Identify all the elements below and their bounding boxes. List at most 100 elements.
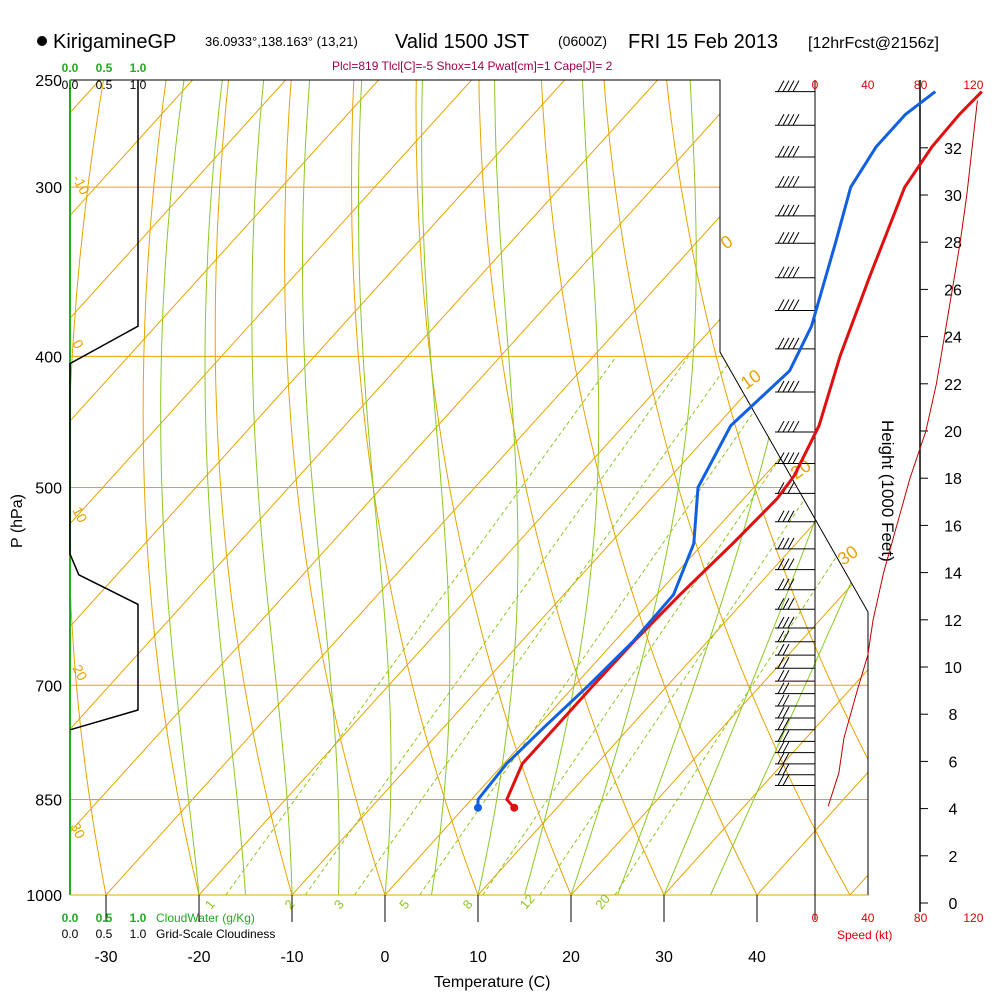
pressure-tick-label: 1000	[26, 888, 62, 905]
speed-axis-label: Speed (kt)	[837, 928, 892, 942]
wind-barb-feather	[778, 579, 784, 590]
height-tick-label: 22	[944, 377, 962, 394]
speed-tick-label: 80	[914, 78, 928, 92]
mixing-ratio-line	[305, 356, 688, 895]
mixing-ratio-line	[226, 356, 617, 895]
wind-barb-feather	[778, 338, 784, 349]
height-tick-label: 16	[944, 518, 962, 535]
wind-barb-feather	[778, 81, 784, 92]
pressure-tick-label: 500	[35, 481, 62, 498]
dry-adiabat-line	[416, 56, 571, 895]
temperature-tick-label: 40	[748, 949, 766, 966]
wind-barb-feather	[783, 695, 789, 706]
thermo-grid	[0, 56, 1000, 895]
wind-barb-feather	[788, 176, 794, 187]
temperature-tick-label: -20	[187, 949, 210, 966]
height-tick-label: 0	[949, 896, 958, 913]
cloudiness-tick-label: 0.5	[96, 927, 113, 941]
wind-barb-feather	[778, 146, 784, 157]
wind-barb-feather	[793, 232, 799, 243]
mixing-ratio-line	[354, 356, 733, 895]
cloudiness-tick-label: 1.0	[130, 927, 147, 941]
wind-barb-feather	[783, 511, 789, 522]
wind-barb-feather	[783, 598, 789, 609]
wind-barb-feather	[783, 742, 789, 753]
dry-adiabat-label: 30	[834, 541, 862, 569]
wind-barb-feather	[788, 598, 794, 609]
mixing-ratio-label: 2	[281, 897, 297, 912]
mixing-ratio-label: 20	[592, 891, 613, 912]
wind-barb-feather	[783, 299, 789, 310]
dry-adiabat-label: 20	[69, 662, 91, 683]
mixing-ratio-label: 3	[331, 897, 347, 912]
wind-barb-feather	[793, 146, 799, 157]
wind-barb-feather	[778, 631, 784, 642]
height-tick-label: 32	[944, 141, 962, 158]
wind-barb-feather	[783, 267, 789, 278]
wind-barb-feather	[778, 421, 784, 432]
wind-barb-feather	[788, 114, 794, 125]
wind-barb-feather	[793, 381, 799, 392]
dry-adiabat-label: 0	[69, 337, 87, 352]
valid-zulu: (0600Z)	[558, 33, 607, 49]
cloudiness-tick-label: 0.5	[96, 78, 113, 92]
wind-barb-feather	[778, 774, 784, 785]
wind-barb-feather	[793, 176, 799, 187]
sounding-params: Plcl=819 Tlcl[C]=-5 Shox=14 Pwat[cm]=1 C…	[332, 59, 613, 73]
wind-barb-feather	[783, 683, 789, 694]
wind-barb-feather	[793, 81, 799, 92]
dry-adiabat-line	[215, 56, 292, 895]
wind-barb-feather	[778, 657, 784, 668]
wind-barb-feather	[788, 146, 794, 157]
wind-barb-feather	[783, 421, 789, 432]
wind-barb-feather	[783, 381, 789, 392]
mixing-ratio-line	[483, 356, 849, 895]
wind-barb-feather	[793, 338, 799, 349]
height-tick-label: 6	[949, 754, 958, 771]
dry-adiabat-line	[973, 56, 1000, 895]
wind-barb-feather	[778, 719, 784, 730]
height-tick-label: 30	[944, 188, 962, 205]
cloudiness-tick-label: 0.0	[62, 78, 79, 92]
wind-barb-feather	[783, 617, 789, 628]
wind-barb-feather	[783, 670, 789, 681]
mixing-ratio-label: 12	[517, 891, 538, 912]
pressure-tick-label: 250	[35, 73, 62, 90]
wind-barb-feather	[778, 617, 784, 628]
wind-barb-feather	[778, 176, 784, 187]
mixing-ratio-line	[615, 356, 968, 895]
wind-barb-feather	[783, 176, 789, 187]
pressure-tick-label: 400	[35, 349, 62, 366]
wind-speed-line	[828, 101, 977, 807]
wind-barb-feather	[783, 657, 789, 668]
pressure-tick-label: 850	[35, 792, 62, 809]
height-tick-label: 4	[949, 802, 958, 819]
mixing-ratio-line	[540, 356, 901, 895]
height-tick-label: 2	[949, 849, 958, 866]
height-tick-label: 12	[944, 613, 962, 630]
cloudwater-tick-label: 1.0	[130, 911, 147, 925]
cloudwater-tick-label: 0.5	[96, 61, 113, 75]
wind-barb-feather	[778, 683, 784, 694]
speed-tick-label: 120	[963, 911, 983, 925]
wind-barb-feather	[783, 579, 789, 590]
dry-adiabat-line	[352, 56, 479, 895]
x-axis-label: Temperature (C)	[434, 974, 550, 991]
wind-barb-feather	[783, 146, 789, 157]
wind-barb-feather	[788, 421, 794, 432]
dry-adiabat-line	[602, 56, 850, 895]
height-tick-label: 10	[944, 660, 962, 677]
station-name: KirigamineGP	[53, 31, 176, 53]
forecast-info: [12hrFcst@2156z]	[808, 35, 939, 52]
cloudiness-label: Grid-Scale Cloudiness	[156, 927, 275, 941]
speed-tick-label: 0	[812, 911, 819, 925]
mixing-ratio-line	[420, 356, 793, 895]
temperature-surface-point	[510, 804, 518, 812]
wind-barb-feather	[783, 338, 789, 349]
temperature-tick-label: -10	[280, 949, 303, 966]
height-tick-label: 18	[944, 471, 962, 488]
cloudwater-tick-label: 1.0	[130, 61, 147, 75]
mixing-ratio-label: 8	[460, 897, 476, 912]
wind-barb-feather	[793, 205, 799, 216]
valid-date: FRI 15 Feb 2013	[628, 31, 778, 53]
